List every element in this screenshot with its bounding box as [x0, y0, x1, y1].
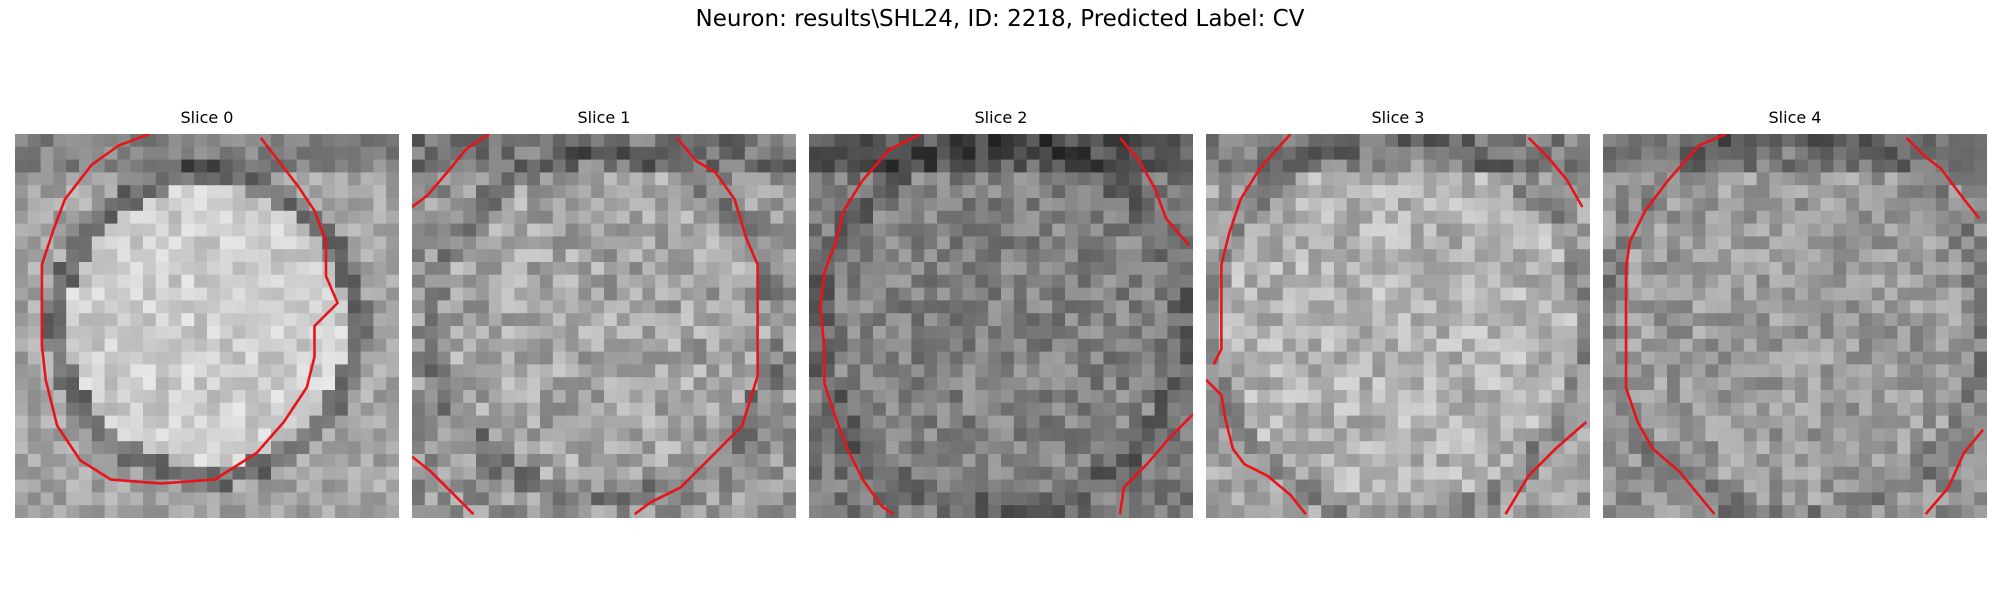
contour-line-0: [819, 134, 921, 516]
contour-line-2: [1118, 413, 1193, 515]
contour-line-0: [40, 134, 339, 485]
slice-title: Slice 2: [974, 108, 1028, 127]
slice-title: Slice 4: [1768, 108, 1822, 127]
contour-line-0: [1212, 134, 1292, 365]
contour-line-1: [1905, 136, 1981, 220]
slice-image: [809, 134, 1193, 518]
contour-line-2: [412, 455, 475, 516]
slice-title: Slice 1: [577, 108, 631, 127]
slice-image: [15, 134, 399, 518]
contour-line-0: [412, 134, 490, 209]
contour-line-2: [1206, 378, 1307, 516]
slice-title: Slice 3: [1371, 108, 1425, 127]
contour-line-1: [633, 136, 759, 516]
contour-line-1: [1119, 136, 1191, 247]
contour-line-1: [1527, 136, 1584, 208]
slice-image: [412, 134, 796, 518]
contour-line-2: [1924, 428, 1985, 516]
contour-line-0: [1624, 134, 1727, 516]
slice-title: Slice 0: [180, 108, 234, 127]
slice-image: [1206, 134, 1590, 518]
slice-image: [1603, 134, 1987, 518]
contour-line-3: [1504, 421, 1588, 515]
figure-title: Neuron: results\SHL24, ID: 2218, Predict…: [695, 6, 1305, 32]
